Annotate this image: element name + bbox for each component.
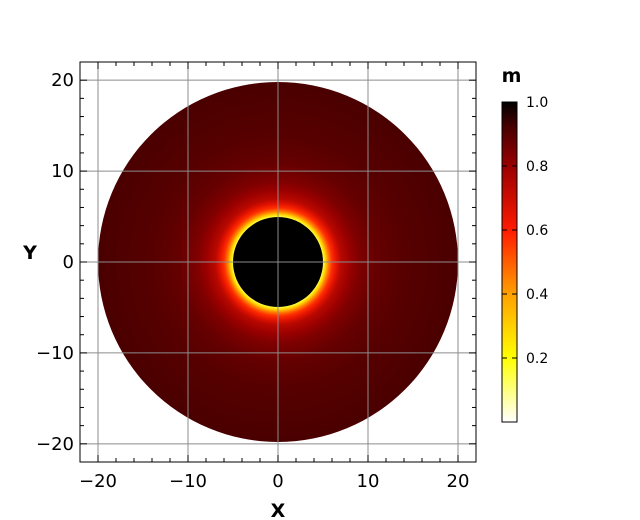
x-axis-label: X: [271, 500, 286, 520]
colorbar-tick-label: 0.2: [526, 351, 548, 367]
y-tick-label: −10: [36, 343, 74, 364]
plot-area: [80, 62, 476, 462]
x-tick-label: −10: [169, 471, 207, 492]
y-tick-label: 20: [51, 70, 74, 91]
x-tick-label: 0: [272, 471, 283, 492]
colorbar-label: m: [502, 65, 522, 87]
colorbar-bar: [501, 101, 518, 423]
x-tick-label: 20: [447, 471, 470, 492]
colorbar: 0.2 0.4 0.6 0.8 1.0: [501, 95, 548, 423]
colorbar-tick-label: 0.6: [526, 223, 548, 239]
y-tick-label: 10: [51, 161, 74, 182]
colorbar-tick-label: 0.8: [526, 159, 548, 175]
colorbar-tick-label: 1.0: [526, 95, 548, 111]
colorbar-tick-label: 0.4: [526, 287, 548, 303]
x-tick-label: −20: [79, 471, 117, 492]
y-tick-label: −20: [36, 434, 74, 455]
y-axis-label: Y: [22, 242, 37, 264]
x-tick-label: 10: [357, 471, 380, 492]
axes: −20 −10 0 10 20 −20 −10 0 10 20: [36, 61, 477, 492]
y-tick-label: 0: [63, 252, 74, 273]
